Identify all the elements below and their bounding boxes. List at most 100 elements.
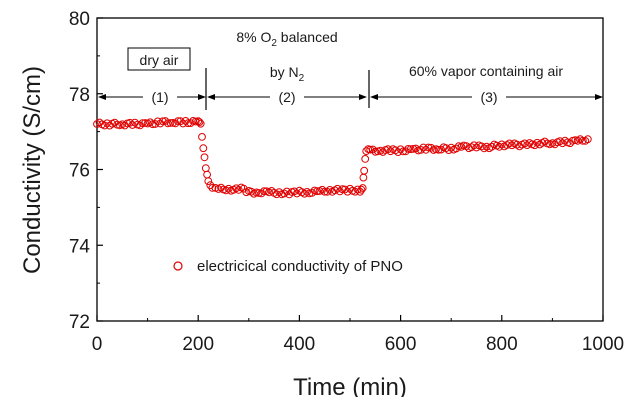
data-point bbox=[416, 146, 425, 154]
data-point bbox=[583, 135, 592, 144]
data-point bbox=[406, 145, 415, 154]
data-point bbox=[184, 119, 193, 128]
data-point bbox=[163, 119, 172, 128]
data-point bbox=[368, 145, 377, 154]
data-point bbox=[336, 187, 344, 196]
data-point bbox=[151, 120, 160, 128]
y-tick-label: 80 bbox=[69, 9, 90, 30]
data-point bbox=[136, 121, 144, 130]
region-1-label-box bbox=[127, 47, 191, 71]
data-point bbox=[497, 140, 506, 149]
region-3-number-bg bbox=[472, 88, 506, 106]
data-point bbox=[422, 145, 430, 154]
data-point bbox=[313, 187, 322, 196]
data-point bbox=[357, 185, 366, 194]
data-point bbox=[181, 117, 190, 125]
data-point bbox=[325, 186, 334, 194]
data-point bbox=[338, 185, 347, 194]
data-point bbox=[444, 146, 453, 155]
region-2-label-line-2: by N2 bbox=[270, 64, 305, 84]
region-2-label-line-1: 8% O2 balanced bbox=[236, 29, 337, 49]
data-point bbox=[530, 141, 539, 150]
data-point bbox=[323, 187, 332, 196]
data-point bbox=[362, 147, 371, 156]
x-axis-label: Time (min) bbox=[293, 374, 407, 397]
data-point bbox=[556, 137, 564, 146]
data-point bbox=[195, 118, 204, 126]
data-point bbox=[341, 185, 349, 194]
data-point bbox=[257, 189, 266, 198]
data-point bbox=[318, 185, 327, 194]
data-point bbox=[247, 187, 256, 196]
y-tick-label: 74 bbox=[69, 236, 91, 257]
data-point bbox=[320, 187, 329, 196]
x-tick-label: 400 bbox=[284, 334, 316, 355]
y-axis-label: Conductivity (S/cm) bbox=[19, 66, 46, 274]
data-point bbox=[186, 119, 195, 127]
data-point bbox=[520, 139, 529, 148]
data-point bbox=[194, 117, 203, 126]
data-point bbox=[424, 143, 433, 152]
data-point bbox=[290, 187, 299, 196]
data-point bbox=[308, 189, 316, 197]
data-point bbox=[333, 184, 342, 193]
data-point bbox=[153, 117, 162, 126]
data-point bbox=[174, 117, 182, 125]
series-points bbox=[93, 117, 592, 199]
data-point bbox=[360, 166, 369, 175]
region-1-annotation: dry air (1) bbox=[98, 47, 207, 110]
region-3-annotation: 60% vapor containing air (3) bbox=[370, 63, 603, 106]
data-point bbox=[462, 142, 471, 151]
data-point bbox=[394, 148, 403, 157]
data-point bbox=[293, 189, 301, 198]
data-point bbox=[128, 121, 137, 129]
data-point bbox=[404, 145, 413, 153]
data-point bbox=[523, 141, 531, 150]
region-2-number-bg bbox=[270, 88, 304, 106]
region-3-label: 60% vapor containing air bbox=[409, 63, 563, 79]
data-point bbox=[409, 145, 418, 153]
data-point bbox=[138, 119, 147, 127]
data-point bbox=[191, 117, 200, 126]
data-point bbox=[495, 142, 504, 151]
data-point bbox=[452, 144, 461, 153]
region-1-arrow-head-left bbox=[98, 94, 106, 100]
data-point bbox=[505, 139, 514, 148]
y-axis-ticks: 72 74 76 78 80 bbox=[69, 9, 103, 333]
x-axis-ticks: 0 200 400 600 800 1000 bbox=[92, 315, 624, 355]
region-1-number-bg bbox=[143, 88, 177, 106]
data-point bbox=[100, 121, 109, 130]
region-1-label: dry air bbox=[140, 52, 179, 68]
data-point bbox=[179, 119, 187, 128]
data-point bbox=[171, 119, 180, 128]
region-2-number: (2) bbox=[278, 89, 295, 105]
data-point bbox=[434, 145, 443, 154]
data-point bbox=[146, 118, 155, 127]
data-point bbox=[359, 173, 368, 182]
data-point bbox=[578, 136, 587, 145]
x-tick-label: 1000 bbox=[582, 334, 624, 355]
legend-marker bbox=[173, 261, 183, 271]
data-point bbox=[260, 187, 268, 196]
x-tick-label: 600 bbox=[385, 334, 417, 355]
data-point bbox=[427, 143, 435, 152]
region-3-arrow-head-right bbox=[595, 94, 603, 100]
data-point bbox=[199, 144, 208, 153]
data-point bbox=[386, 147, 395, 156]
region-3-number: (3) bbox=[480, 89, 497, 105]
data-point bbox=[411, 144, 420, 153]
data-point bbox=[272, 190, 281, 199]
data-point bbox=[203, 170, 212, 179]
legend-label: electricical conductivity of PNO bbox=[197, 258, 403, 275]
data-point bbox=[472, 143, 481, 152]
y-tick-label: 72 bbox=[69, 312, 90, 333]
data-point bbox=[447, 143, 456, 152]
data-point bbox=[255, 189, 263, 197]
x-tick-label: 200 bbox=[182, 334, 214, 355]
data-point bbox=[396, 145, 405, 154]
region-1-arrow-head-right bbox=[198, 94, 206, 100]
data-point bbox=[513, 140, 521, 149]
data-point bbox=[419, 143, 428, 152]
data-point bbox=[166, 119, 175, 127]
